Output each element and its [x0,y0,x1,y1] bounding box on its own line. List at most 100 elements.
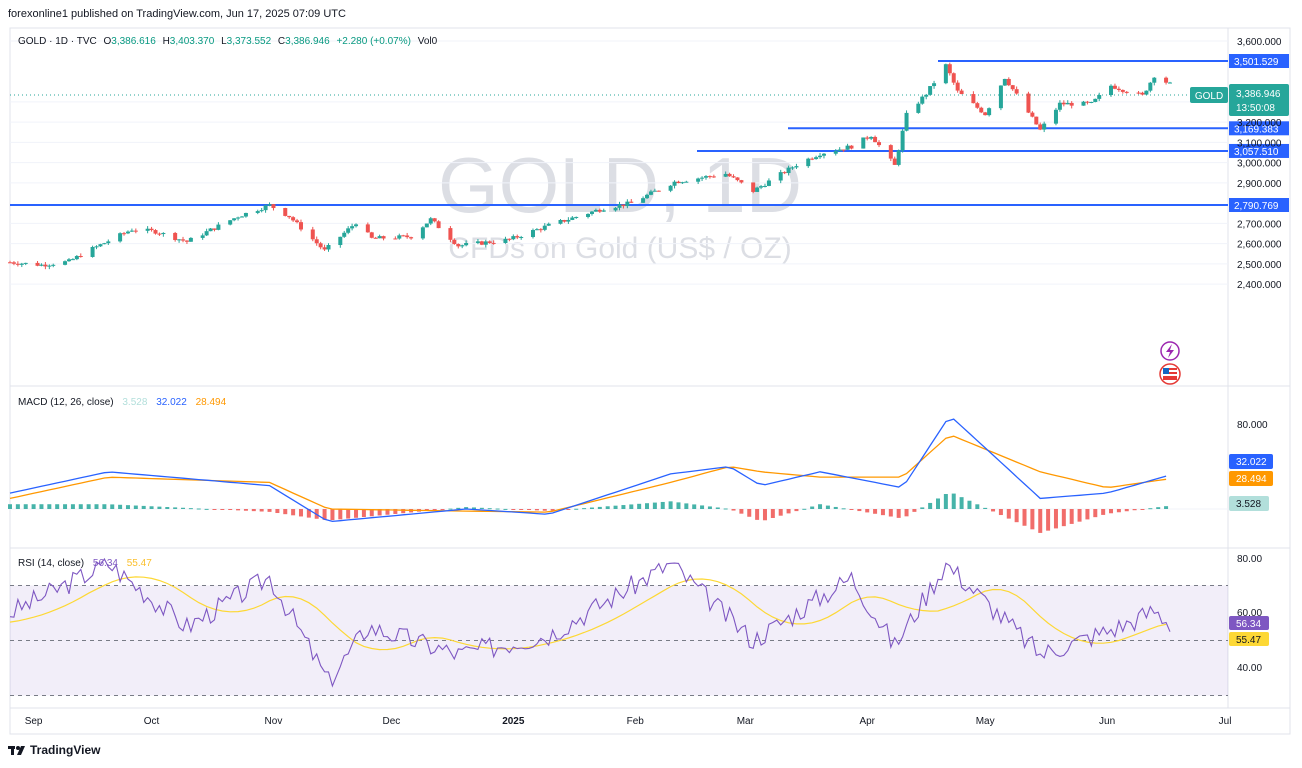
time-tick-label: Mar [737,716,755,727]
candle-body [1065,102,1070,105]
candle-body [821,153,826,156]
candle-body [955,82,960,91]
time-axis[interactable]: Sep Oct Nov Dec 2025 Feb Mar Apr May Jun Jul [25,716,1232,727]
candle-body [420,227,425,239]
candle-body [814,157,819,160]
macd-histogram-bar [818,504,823,509]
candle-body [1042,123,1047,130]
candle-body [161,232,166,235]
candle-body [43,264,48,267]
macd-histogram-bar [959,497,964,509]
candle-body [971,94,976,104]
macd-histogram-bar [55,504,60,509]
candle-body [782,172,787,174]
macd-histogram-bar [684,503,689,509]
level-tag [1229,198,1289,212]
rsi-value-label: 56.34 [1229,616,1269,630]
candle-body [806,158,811,167]
macd-histogram-bar [456,507,461,509]
candle-body [369,232,374,238]
candle-body [534,229,539,231]
macd-histogram-bar [259,509,264,512]
candle-body [1006,78,1011,86]
macd-histogram-bar [385,509,390,515]
candle-body [680,182,685,184]
candle-body [428,218,433,224]
candles[interactable] [8,62,1172,270]
candle-body [295,220,300,223]
macd-histogram-bar [1085,509,1090,520]
macd-histogram-bar [574,508,579,510]
candle-body [751,182,756,192]
candle-body [648,191,653,195]
candle-body [259,210,264,212]
macd-histogram-bar [432,509,437,511]
macd-pane[interactable] [8,418,1228,533]
candle-body [354,224,359,227]
candle-body [409,237,414,239]
macd-histogram-bar [503,508,508,510]
support-resistance-levels[interactable]: 3,501.529 3,169.383 3,057.510 2,790.769 [10,54,1289,212]
candle-body [900,130,905,151]
candle-body [263,205,268,211]
macd-histogram-bar [1164,506,1169,509]
macd-histogram-bar [904,509,909,517]
candle-body [491,242,496,244]
candle-body [240,216,244,218]
hist-value-label: 3.528 [1229,496,1269,511]
macd-histogram-bar [550,509,555,511]
candle-body [181,239,186,241]
candle-body [129,230,134,232]
macd-histogram-bar [943,494,948,509]
macd-histogram-bar [275,509,280,514]
candle-body [346,228,351,233]
candle-body [401,235,406,237]
rsi-label: RSI (14, close) [18,558,84,569]
candle-body [546,223,551,226]
macd-histogram-bar [204,508,209,510]
macd-histogram-bar [542,509,547,511]
candle-body [1120,89,1125,92]
candle-body [841,149,846,151]
macd-histogram-bar [1109,509,1114,514]
macd-histogram-bar [1140,509,1145,510]
time-tick-label: Sep [25,716,43,727]
macd-histogram-bar [157,506,162,509]
macd-histogram-bar [1101,509,1106,515]
candle-body [641,198,646,203]
candle-body [1148,82,1153,91]
macd-histogram-bar [338,509,343,520]
price-axis[interactable]: 3,600.0003,300.0003,200.0003,100.0003,00… [1237,37,1282,291]
candle-body [267,204,272,206]
price-tick-label: 3,600.000 [1237,37,1282,48]
macd-histogram-bar [637,503,642,509]
macd-histogram-bar [228,509,233,511]
candle-body [475,241,480,244]
macd-histogram-bar [212,509,217,510]
macd-histogram-bar [896,509,901,518]
candle-body [1112,85,1117,89]
macd-histogram-bar [1030,509,1035,530]
candle-body [326,245,331,250]
macd-histogram-bar [401,509,406,514]
rsi-pane[interactable] [9,557,1228,696]
legend-close: 3,386.946 [285,36,330,47]
last-price-value: 3,386.946 [1236,89,1281,100]
lightning-icon[interactable] [1160,341,1180,361]
us-flag-event-icon[interactable] [1159,363,1181,385]
candle-body [1093,98,1098,102]
candle-body [597,209,602,212]
candle-body [397,235,402,239]
time-tick-label: Dec [383,716,401,727]
candle-body [530,230,535,238]
price-grid [10,40,1228,285]
macd-histogram-bar [833,506,838,509]
macd-line [9,418,1167,523]
candle-body [145,228,150,231]
candle-body [656,190,661,192]
candle-body [200,235,205,238]
candle-body [574,216,579,218]
macd-histogram-bar [63,504,68,509]
candle-body [184,240,189,242]
